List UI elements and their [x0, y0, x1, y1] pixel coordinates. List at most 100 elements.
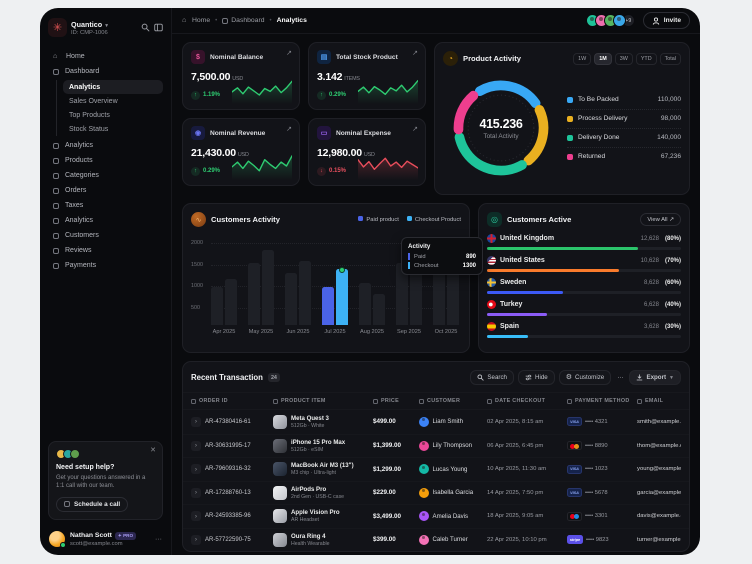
- visa-badge: VISA: [567, 464, 582, 474]
- avatar: [419, 487, 429, 498]
- stat-card-nominal-expense[interactable]: ▭ Nominal Expense ↗ 12,980.00 USD ↓ 0.15%: [308, 118, 426, 186]
- breadcrumb: ⌂ Home • Dashboard • Analytics: [182, 16, 307, 25]
- home-icon: ⌂: [182, 16, 187, 24]
- help-avatars: [56, 448, 155, 459]
- sidebar-subitem-analytics[interactable]: Analytics: [63, 80, 163, 94]
- expand-icon[interactable]: ↗: [286, 126, 292, 133]
- x-axis-label: Jun 2025: [286, 329, 310, 335]
- expand-icon[interactable]: ↗: [286, 50, 292, 57]
- search-button[interactable]: Search: [470, 370, 514, 385]
- expand-icon[interactable]: ↗: [412, 126, 418, 133]
- table-row[interactable]: › AR-47380416-61 Meta Quest 3 512Gb · Whit…: [183, 410, 689, 434]
- bar-group[interactable]: May 2025: [248, 239, 274, 339]
- schedule-call-button[interactable]: Schedule a call: [56, 496, 129, 512]
- envelope-icon: [637, 398, 642, 404]
- range-3w[interactable]: 3W: [614, 52, 633, 65]
- sidebar-item-customers[interactable]: Customers: [48, 228, 163, 243]
- table-body: › AR-47380416-61 Meta Quest 3 512Gb · Whit…: [183, 410, 689, 551]
- sidebar-item-analytics[interactable]: Analytics: [48, 138, 163, 153]
- row-expand-icon[interactable]: ›: [191, 534, 201, 545]
- hide-button[interactable]: Hide: [518, 370, 555, 385]
- sidebar-item-products[interactable]: Products: [48, 153, 163, 168]
- donut-total-label: Total Activity: [483, 132, 519, 140]
- row-expand-icon[interactable]: ›: [191, 440, 201, 451]
- customers-icon: [53, 232, 59, 239]
- brand-name[interactable]: Quantico ▼: [71, 19, 110, 29]
- payments-icon: [53, 262, 59, 269]
- avatar[interactable]: [612, 14, 626, 27]
- legend-item: To Be Packed 110,000: [567, 91, 681, 110]
- product-thumbnail: [273, 485, 287, 500]
- country-row: United States 10,628 (70%): [487, 256, 681, 272]
- gear-icon: ⚙: [565, 373, 573, 381]
- sparkline-chart: [232, 155, 292, 180]
- sidebar-subitem-top-products[interactable]: Top Products: [69, 111, 110, 119]
- y-axis-label: 1000: [191, 283, 203, 289]
- sidebar-item-payments[interactable]: Payments: [48, 258, 163, 273]
- table-row[interactable]: › AR-17288760-13 AirPods Pro 2nd Gen · USB…: [183, 480, 689, 505]
- stat-card-nominal-balance[interactable]: $ Nominal Balance ↗ 7,500.00 USD ↑ 1.19%: [182, 42, 300, 110]
- progress-track: [487, 246, 681, 250]
- breadcrumb-dashboard[interactable]: Dashboard: [222, 17, 265, 24]
- arrow-up-icon: ↑: [191, 166, 200, 176]
- row-expand-icon[interactable]: ›: [191, 487, 201, 498]
- bar-group[interactable]: Apr 2025: [211, 239, 237, 339]
- stat-card-nominal-revenue[interactable]: ◉ Nominal Revenue ↗ 21,430.00 USD ↑ 0.29%: [182, 118, 300, 186]
- paid-swatch-icon: [408, 253, 410, 260]
- export-button[interactable]: Export ▼: [629, 370, 681, 385]
- legend-swatch: [567, 115, 573, 122]
- avatar: [49, 531, 66, 548]
- range-ytd[interactable]: YTD: [635, 52, 657, 65]
- sidebar-item-analytics-2[interactable]: Analytics: [48, 213, 163, 228]
- table-row[interactable]: › AR-57722590-75 Oura Ring 4 Health Wearab…: [183, 527, 689, 552]
- sidebar-item-orders[interactable]: Orders: [48, 183, 163, 198]
- stat-card-total-stock[interactable]: ▤ Total Stock Product ↗ 3.142 ITEMS ↑ 0.29…: [308, 42, 426, 110]
- sidebar-toggle-icon[interactable]: [154, 23, 163, 32]
- view-all-button[interactable]: View All ↗: [640, 213, 681, 226]
- range-1w[interactable]: 1W: [573, 52, 592, 65]
- expand-icon[interactable]: ↗: [412, 50, 418, 57]
- sidebar-item-reviews[interactable]: Reviews: [48, 243, 163, 258]
- delta-badge: ↑ 1.19%: [191, 90, 220, 100]
- close-icon[interactable]: ✕: [150, 446, 156, 454]
- sparkline-chart: [232, 80, 292, 104]
- invite-button[interactable]: Invite: [642, 12, 690, 29]
- sidebar-subitem-sales-overview[interactable]: Sales Overview: [69, 97, 118, 105]
- bar-chart-legend: Paid product Checkout Product: [358, 216, 461, 223]
- row-expand-icon[interactable]: ›: [191, 511, 201, 522]
- breadcrumb-home[interactable]: ⌂ Home: [182, 16, 211, 25]
- sidebar-item-home[interactable]: ⌂ Home: [53, 52, 85, 61]
- avatar: [419, 464, 429, 475]
- breadcrumb-separator: •: [269, 17, 272, 24]
- legend-swatch: [406, 216, 412, 221]
- sidebar-item-categories[interactable]: Categories: [48, 168, 163, 183]
- bar-group[interactable]: Jul 2025: [322, 239, 348, 339]
- bar-group[interactable]: Sep 2025: [396, 239, 422, 339]
- dashboard-grid-icon: [53, 68, 59, 75]
- progress-fill: [487, 334, 528, 338]
- table-row[interactable]: › AR-24593385-96 Apple Vision Pro AR Heads…: [183, 504, 689, 528]
- more-options-button[interactable]: ···: [617, 374, 624, 381]
- brand-logo-icon[interactable]: ✳: [48, 18, 67, 37]
- range-1m[interactable]: 1M: [594, 52, 612, 65]
- customize-button[interactable]: ⚙ Customize: [558, 370, 612, 385]
- progress-fill: [487, 312, 548, 316]
- ellipsis-icon[interactable]: ···: [155, 535, 162, 543]
- row-expand-icon[interactable]: ›: [191, 464, 201, 475]
- legend-swatch: [567, 134, 573, 141]
- sidebar-item-taxes[interactable]: Taxes: [48, 198, 163, 213]
- user-profile[interactable]: Nathan Scott ✦ PRO scott@example.com ···: [48, 529, 163, 548]
- analytics-icon: [53, 217, 59, 224]
- table-row[interactable]: › AR-79609316-32 MacBook Air M3 (13") M3 c…: [183, 457, 689, 481]
- activity-gauge-icon: ◔: [443, 51, 458, 66]
- row-expand-icon[interactable]: ›: [191, 416, 201, 427]
- x-axis-label: Sep 2025: [397, 329, 421, 335]
- bar-group[interactable]: Jun 2025: [285, 239, 311, 339]
- sidebar-subitem-stock-status[interactable]: Stock Status: [69, 125, 109, 133]
- sidebar-item-dashboard[interactable]: Dashboard: [48, 64, 163, 79]
- search-icon[interactable]: [141, 23, 150, 32]
- range-total[interactable]: Total: [659, 52, 681, 65]
- orders-icon: [53, 187, 59, 194]
- table-row[interactable]: › AR-30631995-17 iPhone 15 Pro Max 512Gb ·…: [183, 433, 689, 458]
- bar-group[interactable]: Aug 2025: [359, 239, 385, 339]
